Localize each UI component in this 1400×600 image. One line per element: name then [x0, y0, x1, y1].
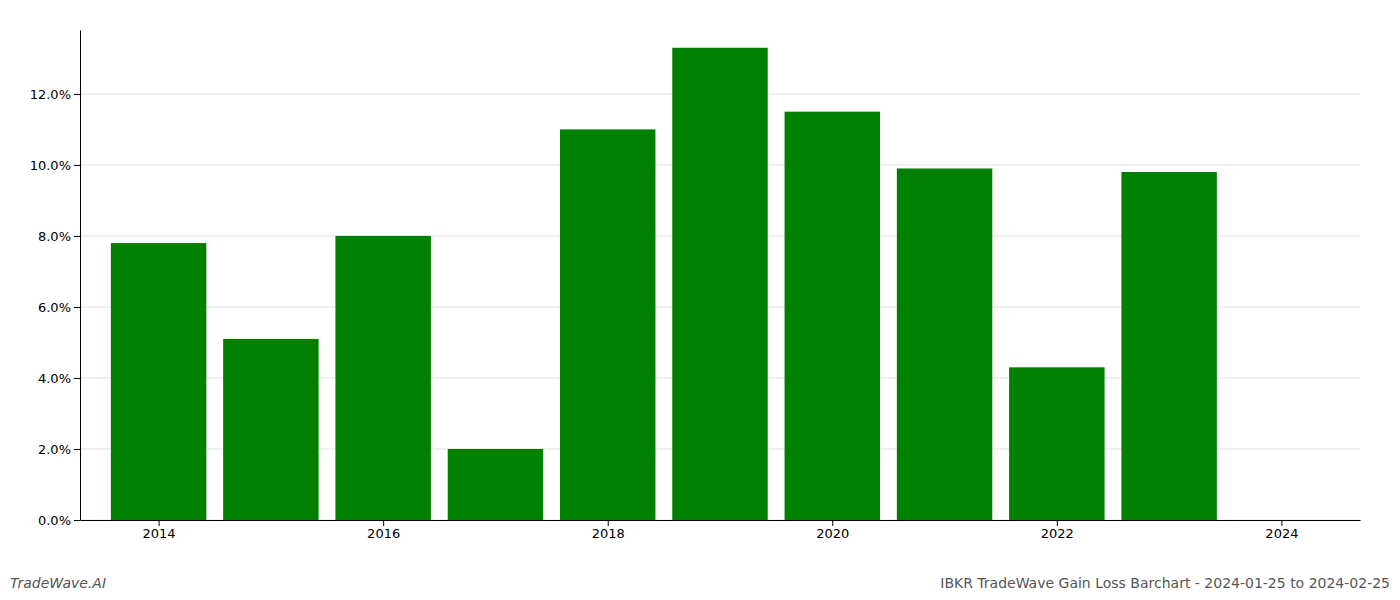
annotation: IBKR TradeWave Gain Loss Barchart - 2024… [940, 575, 1390, 591]
x-tick-label: 2020 [816, 526, 849, 541]
x-tick-label: 2016 [367, 526, 400, 541]
bar [1121, 172, 1216, 520]
y-tick-label: 10.0% [30, 158, 71, 173]
y-tick: 10.0% [30, 158, 80, 173]
x-tick-mark [1281, 520, 1282, 526]
y-tick-mark [74, 449, 80, 450]
y-tick: 12.0% [30, 87, 80, 102]
y-tick-mark [74, 94, 80, 95]
x-axis-line [81, 520, 1361, 521]
y-tick-mark [74, 307, 80, 308]
y-tick-label: 12.0% [30, 87, 71, 102]
x-tick-mark [383, 520, 384, 526]
bar [672, 48, 767, 520]
x-tick-label: 2024 [1265, 526, 1298, 541]
x-tick-mark [1057, 520, 1058, 526]
annotation: TradeWave.AI [10, 575, 106, 591]
bar [560, 129, 655, 520]
x-axis: 2014 2016 2018 2020 2022 2024 [81, 520, 1361, 541]
y-tick-mark [74, 520, 80, 521]
bar [335, 236, 430, 520]
y-tick-label: 0.0% [38, 513, 71, 528]
bar [448, 449, 543, 520]
chart: 2014 2016 2018 2020 2022 2024 0.0% 2.0% 4.0% 6.0%… [0, 0, 1400, 600]
y-tick: 2.0% [38, 442, 80, 457]
x-tick: 2022 [1041, 520, 1074, 541]
y-axis: 0.0% 2.0% 4.0% 6.0% 8.0% 10.0% 12.0% [30, 31, 81, 528]
x-tick: 2014 [143, 520, 176, 541]
x-tick-mark [159, 520, 160, 526]
bar [223, 339, 318, 520]
x-tick-mark [608, 520, 609, 526]
bars [111, 48, 1217, 520]
y-axis-line [80, 31, 81, 521]
x-tick: 2024 [1265, 520, 1298, 541]
y-tick: 6.0% [38, 300, 80, 315]
x-tick: 2018 [592, 520, 625, 541]
bar [897, 168, 992, 520]
y-tick-label: 8.0% [38, 229, 71, 244]
x-tick-mark [832, 520, 833, 526]
x-tick: 2020 [816, 520, 849, 541]
y-tick-mark [74, 236, 80, 237]
y-tick-mark [74, 165, 80, 166]
x-tick-label: 2022 [1041, 526, 1074, 541]
y-tick-label: 4.0% [38, 371, 71, 386]
bar [1009, 367, 1104, 520]
bar [785, 112, 880, 520]
x-tick-label: 2014 [143, 526, 176, 541]
y-tick: 8.0% [38, 229, 80, 244]
x-tick: 2016 [367, 520, 400, 541]
y-tick-label: 2.0% [38, 442, 71, 457]
bar [111, 243, 206, 520]
y-tick-label: 6.0% [38, 300, 71, 315]
y-tick: 0.0% [38, 513, 80, 528]
plot: 2014 2016 2018 2020 2022 2024 0.0% 2.0% 4.0% 6.0%… [30, 31, 1361, 542]
y-tick: 4.0% [38, 371, 80, 386]
y-tick-mark [74, 378, 80, 379]
x-tick-label: 2018 [592, 526, 625, 541]
